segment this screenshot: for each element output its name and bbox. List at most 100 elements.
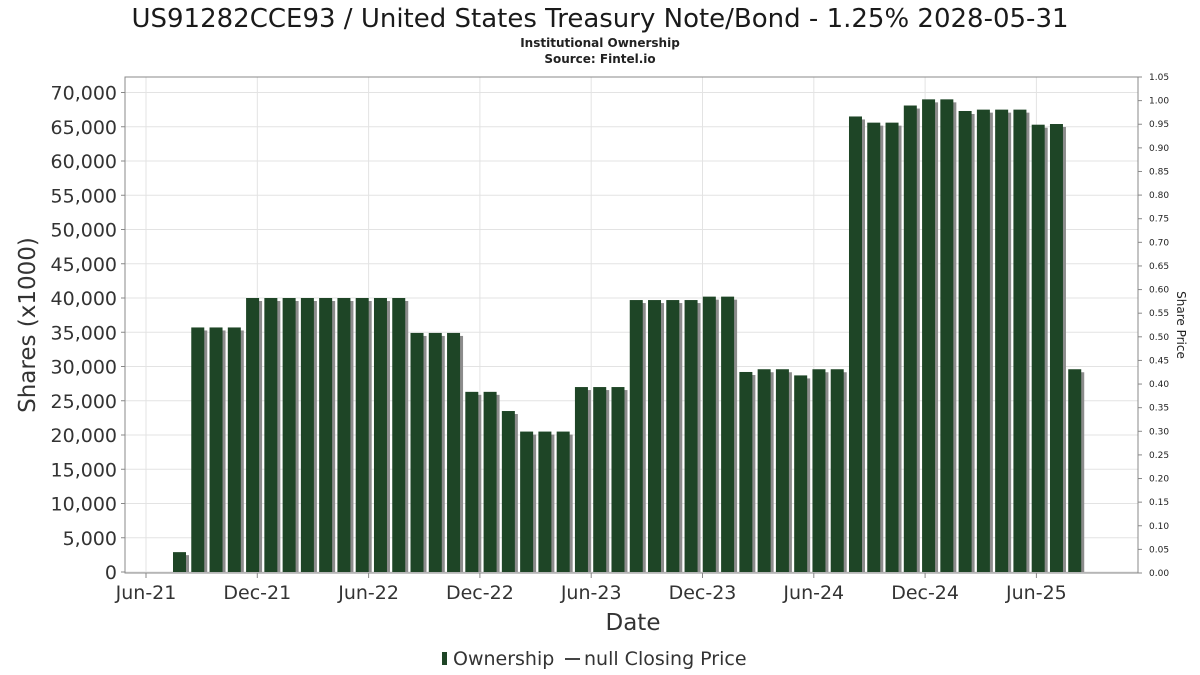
ownership-bar xyxy=(1068,369,1082,572)
y2-tick-label: 0.55 xyxy=(1149,309,1169,319)
bars-group xyxy=(173,99,1085,573)
ownership-bar xyxy=(848,116,862,572)
x-tick-label: Dec-21 xyxy=(223,582,291,604)
y2-tick-label: 1.05 xyxy=(1149,73,1169,83)
y-tick-label: 25,000 xyxy=(51,391,117,413)
y-axis-label: Shares (x1000) xyxy=(15,237,41,413)
ownership-bar xyxy=(903,105,917,572)
ownership-bar xyxy=(574,387,588,572)
legend-price-label: null Closing Price xyxy=(584,648,747,670)
ownership-bar xyxy=(319,298,333,572)
ownership-bar xyxy=(995,109,1009,572)
y2-tick-label: 0.90 xyxy=(1149,144,1169,154)
y2-tick-label: 0.15 xyxy=(1149,498,1169,508)
y2-tick-label: 0.10 xyxy=(1149,522,1169,532)
legend: Ownership null Closing Price xyxy=(442,648,747,670)
ownership-bar xyxy=(976,109,990,572)
ownership-bar xyxy=(702,296,716,572)
y-tick-label: 0 xyxy=(105,562,117,584)
ownership-bar xyxy=(1031,124,1045,572)
y2-tick-label: 0.60 xyxy=(1149,286,1169,296)
ownership-bar xyxy=(227,327,241,572)
y-tick-label: 15,000 xyxy=(51,459,117,481)
x-tick-label: Jun-25 xyxy=(1005,582,1067,604)
y2-tick-label: 0.80 xyxy=(1149,191,1169,201)
ownership-bar xyxy=(922,99,936,572)
chart-subtitle: Institutional Ownership xyxy=(520,36,680,50)
y-tick-label: 65,000 xyxy=(51,117,117,139)
y-tick-label: 30,000 xyxy=(51,357,117,379)
plot-frame xyxy=(124,76,1139,574)
x-axis-label: Date xyxy=(606,610,661,636)
ownership-bar xyxy=(410,332,424,572)
y2-tick-label: 0.70 xyxy=(1149,238,1169,248)
ownership-bar xyxy=(355,298,369,572)
y2-axis-label: Share Price xyxy=(1174,291,1188,359)
x-tick-label: Jun-22 xyxy=(337,582,399,604)
ownership-bar xyxy=(775,369,789,572)
y-tick-label: 20,000 xyxy=(51,425,117,447)
ownership-bar xyxy=(648,300,662,572)
ownership-bar xyxy=(173,552,186,572)
y-axis-ticks: 0 5,000 10,000 15,000 20,000 25,000 30,000 35,0… xyxy=(51,83,125,584)
ownership-bar xyxy=(940,99,954,572)
ownership-bar xyxy=(246,298,260,572)
y2-tick-label: 0.50 xyxy=(1149,333,1169,343)
chart-source: Source: Fintel.io xyxy=(544,52,655,66)
ownership-bar xyxy=(611,387,625,572)
ownership-bar xyxy=(593,387,607,572)
y-tick-label: 60,000 xyxy=(51,151,117,173)
ownership-bar xyxy=(958,110,972,573)
y2-tick-label: 0.85 xyxy=(1149,167,1169,177)
legend-ownership-label: Ownership xyxy=(453,648,554,670)
ownership-bar xyxy=(867,122,881,572)
ownership-bar xyxy=(209,327,223,572)
y2-tick-label: 0.25 xyxy=(1149,451,1169,461)
ownership-bar xyxy=(447,332,461,572)
y-tick-label: 55,000 xyxy=(51,185,117,207)
ownership-bar xyxy=(1049,124,1063,572)
legend-bar-marker xyxy=(442,652,447,665)
ownership-bar xyxy=(739,371,753,572)
y2-tick-label: 0.95 xyxy=(1149,120,1169,130)
ownership-bar xyxy=(538,431,552,572)
y2-tick-label: 0.05 xyxy=(1149,545,1169,555)
ownership-bar xyxy=(757,369,771,572)
ownership-bar xyxy=(1013,109,1027,572)
ownership-bar xyxy=(373,298,387,572)
ownership-bar xyxy=(282,298,296,572)
ownership-bar xyxy=(465,391,479,572)
ownership-bar xyxy=(684,300,698,572)
x-tick-label: Dec-23 xyxy=(669,582,737,604)
chart-title: US91282CCE93 / United States Treasury No… xyxy=(131,4,1068,34)
y2-tick-label: 0.20 xyxy=(1149,475,1169,485)
ownership-bar xyxy=(629,300,643,572)
ownership-bar xyxy=(392,298,406,572)
ownership-bar xyxy=(428,332,442,572)
y-tick-label: 10,000 xyxy=(51,494,117,516)
y2-tick-label: 0.75 xyxy=(1149,215,1169,225)
ownership-bar xyxy=(337,298,351,572)
y2-axis-ticks: 0.00 0.05 0.10 0.15 0.20 0.25 0.30 0.35 0.40 0.45… xyxy=(1138,73,1169,579)
ownership-bar xyxy=(556,431,570,572)
x-tick-label: Jun-24 xyxy=(782,582,844,604)
y2-tick-label: 0.00 xyxy=(1149,569,1169,579)
ownership-bar xyxy=(501,411,515,572)
ownership-bar xyxy=(830,369,844,572)
ownership-bar xyxy=(191,327,205,572)
ownership-bar xyxy=(666,300,680,572)
x-axis-ticks: Jun-21 Dec-21 Jun-22 Dec-22 Jun-23 Dec-23 Jun-… xyxy=(115,573,1067,604)
y2-tick-label: 0.40 xyxy=(1149,380,1169,390)
y2-tick-label: 0.45 xyxy=(1149,356,1169,366)
x-tick-label: Jun-23 xyxy=(560,582,622,604)
y-tick-label: 70,000 xyxy=(51,83,117,105)
x-tick-label: Jun-21 xyxy=(115,582,177,604)
ownership-bar xyxy=(300,298,314,572)
y-tick-label: 45,000 xyxy=(51,254,117,276)
ownership-bar xyxy=(721,296,735,572)
y2-tick-label: 0.65 xyxy=(1149,262,1169,272)
y-tick-label: 35,000 xyxy=(51,322,117,344)
ownership-bar xyxy=(885,122,899,572)
y2-tick-label: 0.35 xyxy=(1149,404,1169,414)
